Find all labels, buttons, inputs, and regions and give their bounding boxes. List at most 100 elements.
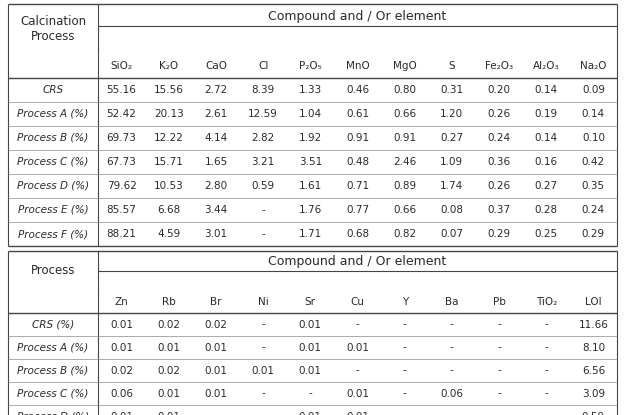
Text: 0.26: 0.26 <box>488 181 511 191</box>
Text: Pb: Pb <box>492 297 506 307</box>
Text: 0.24: 0.24 <box>582 205 605 215</box>
Text: 0.35: 0.35 <box>582 181 605 191</box>
Text: 0.37: 0.37 <box>488 205 511 215</box>
Text: 0.14: 0.14 <box>534 85 558 95</box>
Text: 12.22: 12.22 <box>154 133 184 143</box>
Text: 1.65: 1.65 <box>204 157 228 167</box>
Text: -: - <box>497 342 501 352</box>
Text: 0.01: 0.01 <box>158 388 180 398</box>
Text: 0.20: 0.20 <box>488 85 511 95</box>
Text: -: - <box>261 342 265 352</box>
Text: MgO: MgO <box>392 61 416 71</box>
Text: -: - <box>497 388 501 398</box>
Text: 10.53: 10.53 <box>154 181 184 191</box>
Text: 2.82: 2.82 <box>251 133 275 143</box>
Text: 69.73: 69.73 <box>107 133 136 143</box>
Text: 0.66: 0.66 <box>393 205 416 215</box>
Text: 0.01: 0.01 <box>252 366 274 376</box>
Text: -: - <box>544 412 548 415</box>
Text: Process B (%): Process B (%) <box>18 366 89 376</box>
Text: 1.09: 1.09 <box>440 157 463 167</box>
Text: Cl: Cl <box>258 61 268 71</box>
Text: Cu: Cu <box>351 297 364 307</box>
Text: 0.01: 0.01 <box>346 412 369 415</box>
Text: -: - <box>497 366 501 376</box>
Text: 4.14: 4.14 <box>204 133 228 143</box>
Text: 0.27: 0.27 <box>440 133 463 143</box>
Text: 0.16: 0.16 <box>534 157 558 167</box>
Text: Process C (%): Process C (%) <box>18 388 89 398</box>
Text: 0.68: 0.68 <box>346 229 369 239</box>
Text: -: - <box>356 366 359 376</box>
Text: 88.21: 88.21 <box>107 229 136 239</box>
Text: 0.08: 0.08 <box>441 205 463 215</box>
Text: 0.29: 0.29 <box>488 229 511 239</box>
Text: 6.68: 6.68 <box>157 205 181 215</box>
Text: 0.89: 0.89 <box>393 181 416 191</box>
Text: -: - <box>402 342 406 352</box>
Text: 1.04: 1.04 <box>299 109 322 119</box>
Text: 6.56: 6.56 <box>582 366 605 376</box>
Text: Na₂O: Na₂O <box>580 61 607 71</box>
Text: -: - <box>261 388 265 398</box>
Text: TiO₂: TiO₂ <box>536 297 557 307</box>
Text: -: - <box>544 342 548 352</box>
Text: -: - <box>356 320 359 330</box>
Text: Calcination
Process: Calcination Process <box>20 15 86 43</box>
Text: 0.27: 0.27 <box>534 181 558 191</box>
Text: 0.01: 0.01 <box>110 412 133 415</box>
Text: SiO₂: SiO₂ <box>111 61 132 71</box>
Text: Sr: Sr <box>305 297 316 307</box>
Text: Zn: Zn <box>115 297 129 307</box>
Text: 1.33: 1.33 <box>299 85 322 95</box>
Text: 0.14: 0.14 <box>582 109 605 119</box>
Text: 0.91: 0.91 <box>393 133 416 143</box>
Text: -: - <box>402 412 406 415</box>
Text: CRS: CRS <box>42 85 64 95</box>
Text: 52.42: 52.42 <box>107 109 136 119</box>
Text: 85.57: 85.57 <box>107 205 136 215</box>
Text: -: - <box>402 366 406 376</box>
Text: 0.07: 0.07 <box>441 229 463 239</box>
Text: 0.14: 0.14 <box>534 133 558 143</box>
Text: 3.01: 3.01 <box>204 229 228 239</box>
Text: 0.61: 0.61 <box>346 109 369 119</box>
Text: -: - <box>544 388 548 398</box>
Text: -: - <box>309 388 312 398</box>
Text: 67.73: 67.73 <box>107 157 136 167</box>
Text: 79.62: 79.62 <box>107 181 136 191</box>
Text: 0.09: 0.09 <box>582 85 605 95</box>
Text: 0.01: 0.01 <box>346 342 369 352</box>
Text: 0.01: 0.01 <box>346 388 369 398</box>
Text: 3.44: 3.44 <box>204 205 228 215</box>
Text: Process: Process <box>31 264 75 278</box>
Text: 0.06: 0.06 <box>441 388 463 398</box>
Text: 0.24: 0.24 <box>488 133 511 143</box>
Text: Process A (%): Process A (%) <box>18 342 89 352</box>
Text: K₂O: K₂O <box>159 61 178 71</box>
Text: 0.01: 0.01 <box>204 342 228 352</box>
Text: -: - <box>497 412 501 415</box>
Text: Process A (%): Process A (%) <box>18 109 89 119</box>
Text: 0.01: 0.01 <box>299 412 322 415</box>
Text: Process D (%): Process D (%) <box>17 412 89 415</box>
Text: 0.46: 0.46 <box>346 85 369 95</box>
Text: 4.59: 4.59 <box>157 229 181 239</box>
Text: -: - <box>261 229 265 239</box>
Text: -: - <box>450 412 454 415</box>
Text: 2.80: 2.80 <box>204 181 228 191</box>
Text: 0.80: 0.80 <box>393 85 416 95</box>
Text: S: S <box>449 61 455 71</box>
Text: 3.21: 3.21 <box>251 157 275 167</box>
Text: 0.02: 0.02 <box>158 320 180 330</box>
Text: -: - <box>261 412 265 415</box>
Text: -: - <box>402 388 406 398</box>
Text: 0.29: 0.29 <box>582 229 605 239</box>
Text: 0.02: 0.02 <box>204 320 228 330</box>
Text: -: - <box>544 366 548 376</box>
Text: 3.51: 3.51 <box>299 157 322 167</box>
Text: 0.01: 0.01 <box>299 366 322 376</box>
Text: 0.48: 0.48 <box>346 157 369 167</box>
Text: -: - <box>261 320 265 330</box>
Text: 1.74: 1.74 <box>440 181 464 191</box>
